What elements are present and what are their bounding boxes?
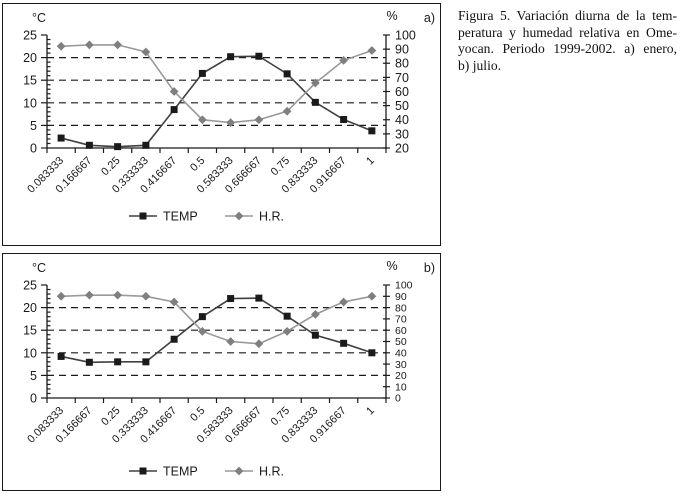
svg-text:60: 60	[395, 325, 407, 337]
svg-text:5: 5	[30, 369, 37, 383]
legend: TEMP H.R.	[129, 210, 284, 224]
svg-text:20: 20	[23, 301, 37, 315]
svg-text:H.R.: H.R.	[259, 210, 284, 224]
caption-line: peratura y humedad relativa en Ome-	[458, 24, 677, 40]
figure-caption: Figura 5. Variación diurna de la tem- pe…	[458, 8, 677, 74]
svg-text:90: 90	[395, 43, 409, 57]
left-axis-ticks: 0 5 10 15 20 25	[23, 279, 51, 406]
svg-text:40: 40	[395, 347, 407, 359]
svg-text:100: 100	[395, 280, 413, 292]
svg-text:0.75: 0.75	[269, 405, 293, 429]
legend-item-temp: TEMP	[129, 210, 198, 224]
gridlines	[47, 56, 386, 127]
right-axis-title: %	[386, 259, 397, 273]
caption-line: b) julio.	[458, 57, 502, 73]
svg-text:20: 20	[395, 141, 409, 155]
chart-panel-b: °C% b) 0 5 10 15 20 25 0 10 20 30 40 50 60 70 80 90 100 0.0…	[2, 253, 441, 491]
svg-text:1: 1	[364, 155, 377, 168]
svg-text:0.25: 0.25	[99, 405, 123, 429]
legend-item-hr: H.R.	[225, 210, 284, 224]
svg-text:80: 80	[395, 302, 407, 314]
svg-text:0: 0	[395, 393, 401, 405]
left-axis-title: °C	[32, 261, 46, 275]
svg-text:15: 15	[23, 324, 37, 338]
svg-text:40: 40	[395, 113, 409, 127]
caption-line: Figura 5. Variación diurna de la tem-	[458, 8, 677, 23]
svg-text:TEMP: TEMP	[163, 465, 198, 479]
svg-text:H.R.: H.R.	[259, 465, 284, 479]
svg-text:90: 90	[395, 291, 407, 303]
svg-text:5: 5	[30, 119, 37, 133]
x-axis-ticks	[46, 148, 387, 153]
series-temp	[57, 294, 376, 366]
svg-text:70: 70	[395, 314, 407, 326]
svg-text:10: 10	[23, 346, 37, 360]
svg-text:100: 100	[395, 28, 416, 42]
svg-text:25: 25	[23, 279, 37, 293]
svg-text:0.5: 0.5	[188, 405, 207, 424]
svg-text:50: 50	[395, 336, 407, 348]
svg-text:70: 70	[395, 71, 409, 85]
svg-text:0.75: 0.75	[269, 155, 293, 179]
svg-text:20: 20	[395, 370, 407, 382]
x-axis-ticks	[46, 398, 387, 403]
svg-text:30: 30	[395, 127, 409, 141]
panel-label: b)	[424, 261, 435, 275]
svg-text:1: 1	[364, 405, 377, 418]
svg-text:10: 10	[395, 381, 407, 393]
svg-text:0.5: 0.5	[188, 155, 207, 174]
svg-text:20: 20	[23, 51, 37, 65]
svg-text:50: 50	[395, 99, 409, 113]
chart-panel-a: °C% a) 0 5 10 15 20 25 20 30 40 50 60 70 80 90 100 0.0833…	[2, 3, 441, 246]
svg-text:10: 10	[23, 96, 37, 110]
svg-text:0.25: 0.25	[99, 155, 123, 179]
caption-line: yocan. Periodo 1999-2002. a) enero,	[458, 41, 677, 56]
legend: TEMP H.R.	[129, 465, 284, 479]
svg-text:0: 0	[30, 142, 37, 156]
right-axis-title: %	[386, 9, 397, 23]
svg-text:25: 25	[23, 29, 37, 43]
svg-text:15: 15	[23, 74, 37, 88]
left-axis-title: °C	[32, 11, 46, 25]
series-hr	[56, 40, 377, 127]
svg-text:0: 0	[30, 392, 37, 406]
panel-label: a)	[424, 11, 435, 25]
axes	[46, 35, 387, 149]
line-chart-panel-b: °C% b)051015202501020304050607080901000.0…	[23, 259, 435, 479]
left-axis-ticks: 0 5 10 15 20 25	[23, 29, 51, 156]
legend-item-hr: H.R.	[225, 465, 284, 479]
svg-text:80: 80	[395, 57, 409, 71]
svg-text:TEMP: TEMP	[163, 210, 198, 224]
svg-text:60: 60	[395, 85, 409, 99]
svg-text:30: 30	[395, 359, 407, 371]
legend-item-temp: TEMP	[129, 465, 198, 479]
line-chart-panel-a: °C% a)051015202520304050607080901000.0833…	[23, 9, 435, 224]
series-temp	[57, 52, 376, 151]
